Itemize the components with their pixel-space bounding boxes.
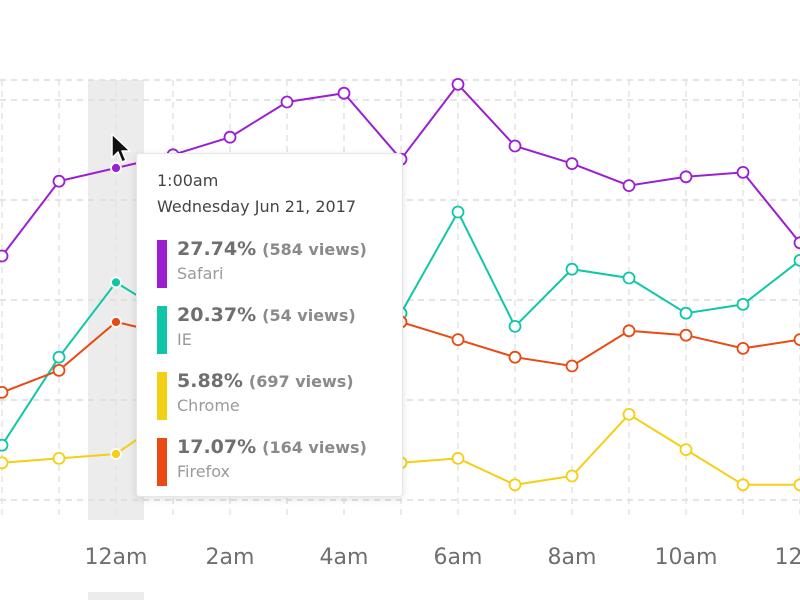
data-point-chrome[interactable] [0,456,9,470]
data-point-firefox[interactable] [793,333,800,346]
data-point-firefox[interactable] [679,328,693,342]
tooltip-views: (164 views) [262,438,367,457]
data-point-chrome[interactable] [679,443,693,457]
data-point-chrome[interactable] [622,407,636,421]
data-point-ie[interactable] [793,254,800,267]
data-point-chrome[interactable] [451,451,465,465]
data-point-safari[interactable] [679,170,693,184]
data-point-safari[interactable] [110,162,122,174]
data-point-firefox[interactable] [508,350,522,364]
tooltip-series-name: IE [177,330,192,349]
tooltip-views: (54 views) [262,306,356,325]
data-point-safari[interactable] [451,78,465,91]
data-point-firefox[interactable] [110,316,122,328]
data-point-ie[interactable] [736,297,750,311]
data-point-firefox[interactable] [622,324,636,338]
tooltip-series-name: Firefox [177,462,230,481]
tooltip-item-chrome: 5.88% (697 views) Chrome [157,370,397,422]
data-point-safari[interactable] [280,95,294,109]
data-point-ie[interactable] [565,262,579,276]
data-point-safari[interactable] [0,249,9,263]
data-point-safari[interactable] [565,157,579,171]
data-point-ie[interactable] [508,319,522,333]
data-point-firefox[interactable] [52,363,66,377]
data-point-firefox[interactable] [451,333,465,347]
data-point-firefox[interactable] [736,341,750,355]
data-point-safari[interactable] [508,139,522,153]
data-point-firefox[interactable] [0,386,9,399]
x-tick-label: 10am [655,545,718,570]
tooltip-series-name: Chrome [177,396,240,415]
data-point-chrome[interactable] [110,448,122,460]
data-point-safari[interactable] [223,130,237,144]
data-point-chrome[interactable] [793,478,800,492]
tooltip-swatch [157,240,167,288]
data-point-safari[interactable] [52,174,66,188]
x-tick-label: 4am [320,545,369,570]
data-point-chrome[interactable] [565,469,579,483]
tooltip-date: Wednesday Jun 21, 2017 [157,197,357,216]
data-point-safari[interactable] [793,236,800,250]
data-point-chrome[interactable] [52,451,66,465]
data-point-ie[interactable] [110,276,122,289]
x-axis-ticks: m12am2am4am6am8am10am12pr [85,545,800,570]
x-tick-label: 12pr [774,545,800,570]
data-point-ie[interactable] [52,350,66,364]
tooltip-views: (697 views) [248,372,354,391]
tooltip-swatch [157,372,167,420]
data-point-ie[interactable] [451,205,465,219]
x-tick-label: 2am [206,545,255,570]
data-point-ie[interactable] [679,306,693,320]
tooltip-time: 1:00am [157,171,219,190]
x-tick-label: 12am [85,545,148,570]
tooltip-percent: 5.88% [177,370,243,392]
data-point-safari[interactable] [622,179,636,193]
tooltip-item-ie: 20.37% (54 views) IE [157,304,397,356]
x-tick-label: 8am [548,545,597,570]
tooltip-percent: 20.37% [177,304,257,326]
data-point-chrome[interactable] [736,478,750,492]
tooltip-views: (584 views) [262,240,367,259]
mouse-pointer-icon [111,133,131,163]
data-point-ie[interactable] [0,438,9,452]
tooltip-swatch [157,438,167,486]
tooltip-swatch [157,306,167,354]
chart-tooltip: 1:00am Wednesday Jun 21, 2017 27.74% (584… [136,153,403,497]
data-point-firefox[interactable] [565,359,579,373]
data-point-chrome[interactable] [508,478,522,492]
tooltip-percent: 17.07% [177,436,257,458]
tooltip-percent: 27.74% [177,238,257,260]
tooltip-series-name: Safari [177,264,224,283]
x-tick-label: 6am [434,545,483,570]
data-point-ie[interactable] [622,271,636,285]
data-point-safari[interactable] [736,165,750,179]
tooltip-item-firefox: 17.07% (164 views) Firefox [157,436,397,488]
data-point-safari[interactable] [337,86,351,100]
hover-band-foot [88,592,144,600]
tooltip-item-safari: 27.74% (584 views) Safari [157,238,397,290]
